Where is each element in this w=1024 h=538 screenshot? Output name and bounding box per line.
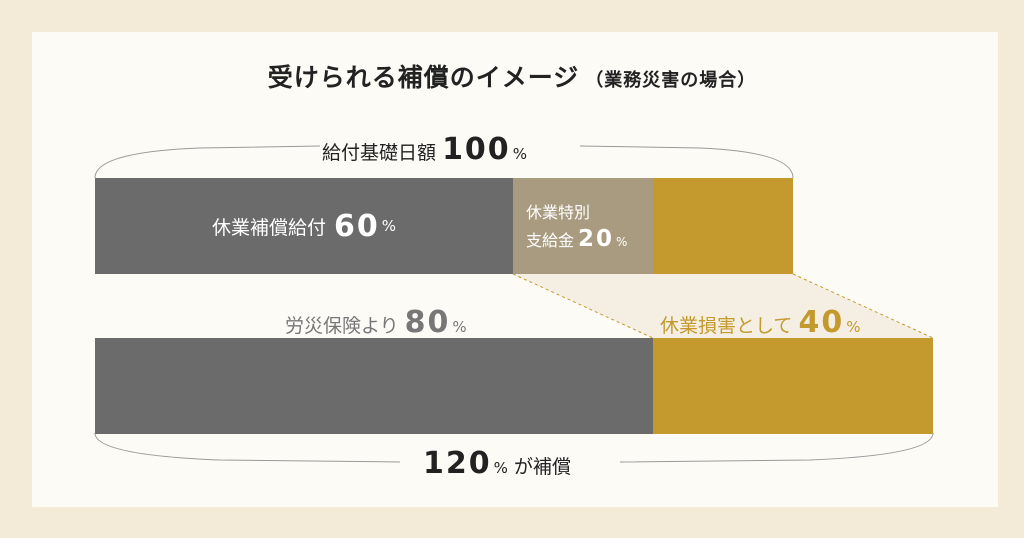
title-main: 受けられる補償のイメージ <box>267 63 580 92</box>
bar-segment-damage-40 <box>653 338 933 434</box>
bar-segment-extra-20 <box>653 178 793 274</box>
base-unit: % <box>512 145 527 163</box>
damage-40-value: 40 <box>798 305 845 340</box>
bar-segment-benefit-60 <box>95 178 513 274</box>
total-unit: % <box>493 459 508 477</box>
base-value: 100 <box>442 132 511 167</box>
damage-40-label: 休業損害として 40% <box>660 305 861 340</box>
special-20-line2: 支給金 <box>526 231 575 250</box>
bottom-bracket-curve <box>94 432 934 463</box>
total-label: 120% が補償 <box>423 446 571 481</box>
title-sub: （業務災害の場合） <box>585 70 757 91</box>
dashed-guide-left <box>512 273 654 339</box>
damage-40-unit: % <box>846 318 861 336</box>
rousai-80-unit: % <box>452 318 467 336</box>
rousai-80-label: 労災保険より 80% <box>285 305 467 340</box>
base-label-text: 給付基礎日額 <box>322 142 437 164</box>
benefit-60-label: 休業補償給付 60% <box>95 178 513 274</box>
bar-segment-special-20 <box>513 178 653 274</box>
bar-segment-rousai-80 <box>95 338 653 434</box>
benefit-60-value: 60 <box>334 208 380 244</box>
dashed-guide-right <box>792 273 934 339</box>
special-20-label: 休業特別 支給金 20% <box>526 200 627 255</box>
rousai-80-text: 労災保険より <box>285 315 399 337</box>
damage-40-text: 休業損害として <box>660 315 793 337</box>
rousai-80-value: 80 <box>404 305 451 340</box>
special-20-line1: 休業特別 <box>526 203 591 222</box>
base-label: 給付基礎日額 100% <box>322 132 527 167</box>
total-value: 120 <box>423 446 492 481</box>
diagram-title: 受けられる補償のイメージ （業務災害の場合） <box>0 58 1024 94</box>
special-20-value: 20 <box>578 226 615 252</box>
special-20-unit: % <box>616 235 628 249</box>
top-bracket-curve <box>94 145 794 179</box>
total-text: が補償 <box>513 456 571 478</box>
benefit-60-unit: % <box>381 217 397 235</box>
benefit-60-text: 休業補償給付 <box>211 216 326 239</box>
